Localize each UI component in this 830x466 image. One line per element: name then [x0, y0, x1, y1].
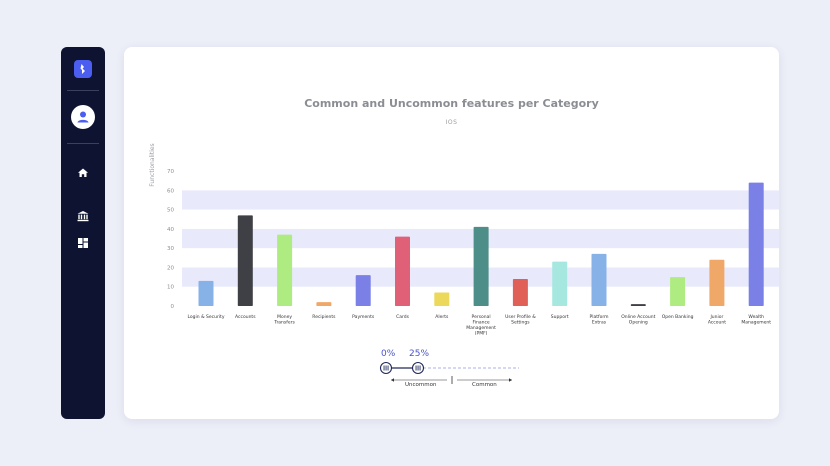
grid-band — [182, 209, 779, 229]
y-tick-label: 0 — [171, 304, 175, 310]
x-tick-label: Platform Extras — [590, 314, 609, 326]
bar[interactable] — [630, 304, 646, 306]
x-tick-label: Login & Security — [188, 314, 225, 320]
bank-icon[interactable] — [76, 208, 90, 222]
range-min-handle[interactable] — [379, 361, 393, 375]
bar[interactable] — [395, 236, 410, 306]
y-tick-label: 10 — [167, 285, 174, 291]
x-tick-label: User Profile & Settings — [505, 314, 536, 326]
x-tick-label: Wealth Management — [741, 314, 771, 326]
bar[interactable] — [591, 253, 607, 306]
y-tick-label: 30 — [167, 246, 174, 252]
home-icon[interactable] — [76, 165, 90, 179]
chart-subtitle: IOS — [445, 119, 458, 126]
y-tick-label: 70 — [167, 169, 174, 175]
range-max-handle[interactable] — [411, 361, 425, 375]
user-icon[interactable] — [71, 105, 95, 129]
bar[interactable] — [748, 182, 764, 306]
range-min-label: 0% — [381, 349, 396, 359]
x-tick-label: Personal Finance Management (PMF) — [466, 314, 496, 337]
chart-title: Common and Uncommon features per Categor… — [304, 97, 599, 110]
bar-chart: 0 10 20 30 40 50 60 70 Login & Security Accounts… — [149, 143, 779, 337]
x-tick-label: Alerts — [435, 314, 449, 320]
grid-band — [182, 171, 779, 191]
y-tick-label: 20 — [167, 265, 174, 271]
x-tick-label: Support — [551, 314, 569, 320]
bar[interactable] — [709, 259, 725, 306]
bar[interactable] — [277, 234, 293, 306]
bar[interactable] — [237, 215, 253, 306]
uncommon-label: Uncommon — [405, 382, 437, 388]
y-tick-label: 50 — [167, 208, 174, 214]
range-slider — [379, 361, 519, 384]
sidebar — [61, 47, 105, 419]
chart-panel: Common and Uncommon features per Categor… — [124, 47, 779, 419]
y-tick-label: 60 — [167, 188, 174, 194]
x-tick-label: Accounts — [235, 314, 256, 320]
sidebar-divider — [67, 143, 99, 144]
x-tick-label: Junior Account — [708, 314, 726, 326]
y-axis-label: Functionalities — [149, 143, 156, 186]
bar[interactable] — [473, 226, 489, 306]
x-tick-label: Cards — [396, 314, 410, 320]
bar[interactable] — [552, 261, 568, 306]
bar[interactable] — [512, 279, 528, 306]
x-tick-label: Open Banking — [662, 314, 694, 320]
grid-band — [182, 190, 779, 210]
x-tick-label: Recipients — [312, 314, 336, 320]
dashboard-icon[interactable] — [76, 235, 90, 249]
bar[interactable] — [355, 275, 371, 306]
x-tick-label: Online Account Opening — [621, 314, 655, 326]
sidebar-divider — [67, 90, 99, 91]
logo-icon[interactable] — [74, 60, 92, 78]
bar[interactable] — [198, 280, 214, 306]
bar[interactable] — [316, 302, 332, 306]
x-tick-label: Payments — [352, 314, 375, 320]
x-tick-label: Money Transfers — [273, 314, 295, 326]
range-max-label: 25% — [409, 349, 430, 359]
bar[interactable] — [434, 292, 450, 307]
y-tick-label: 40 — [167, 227, 174, 233]
common-label: Common — [472, 382, 497, 388]
bar[interactable] — [670, 277, 686, 306]
